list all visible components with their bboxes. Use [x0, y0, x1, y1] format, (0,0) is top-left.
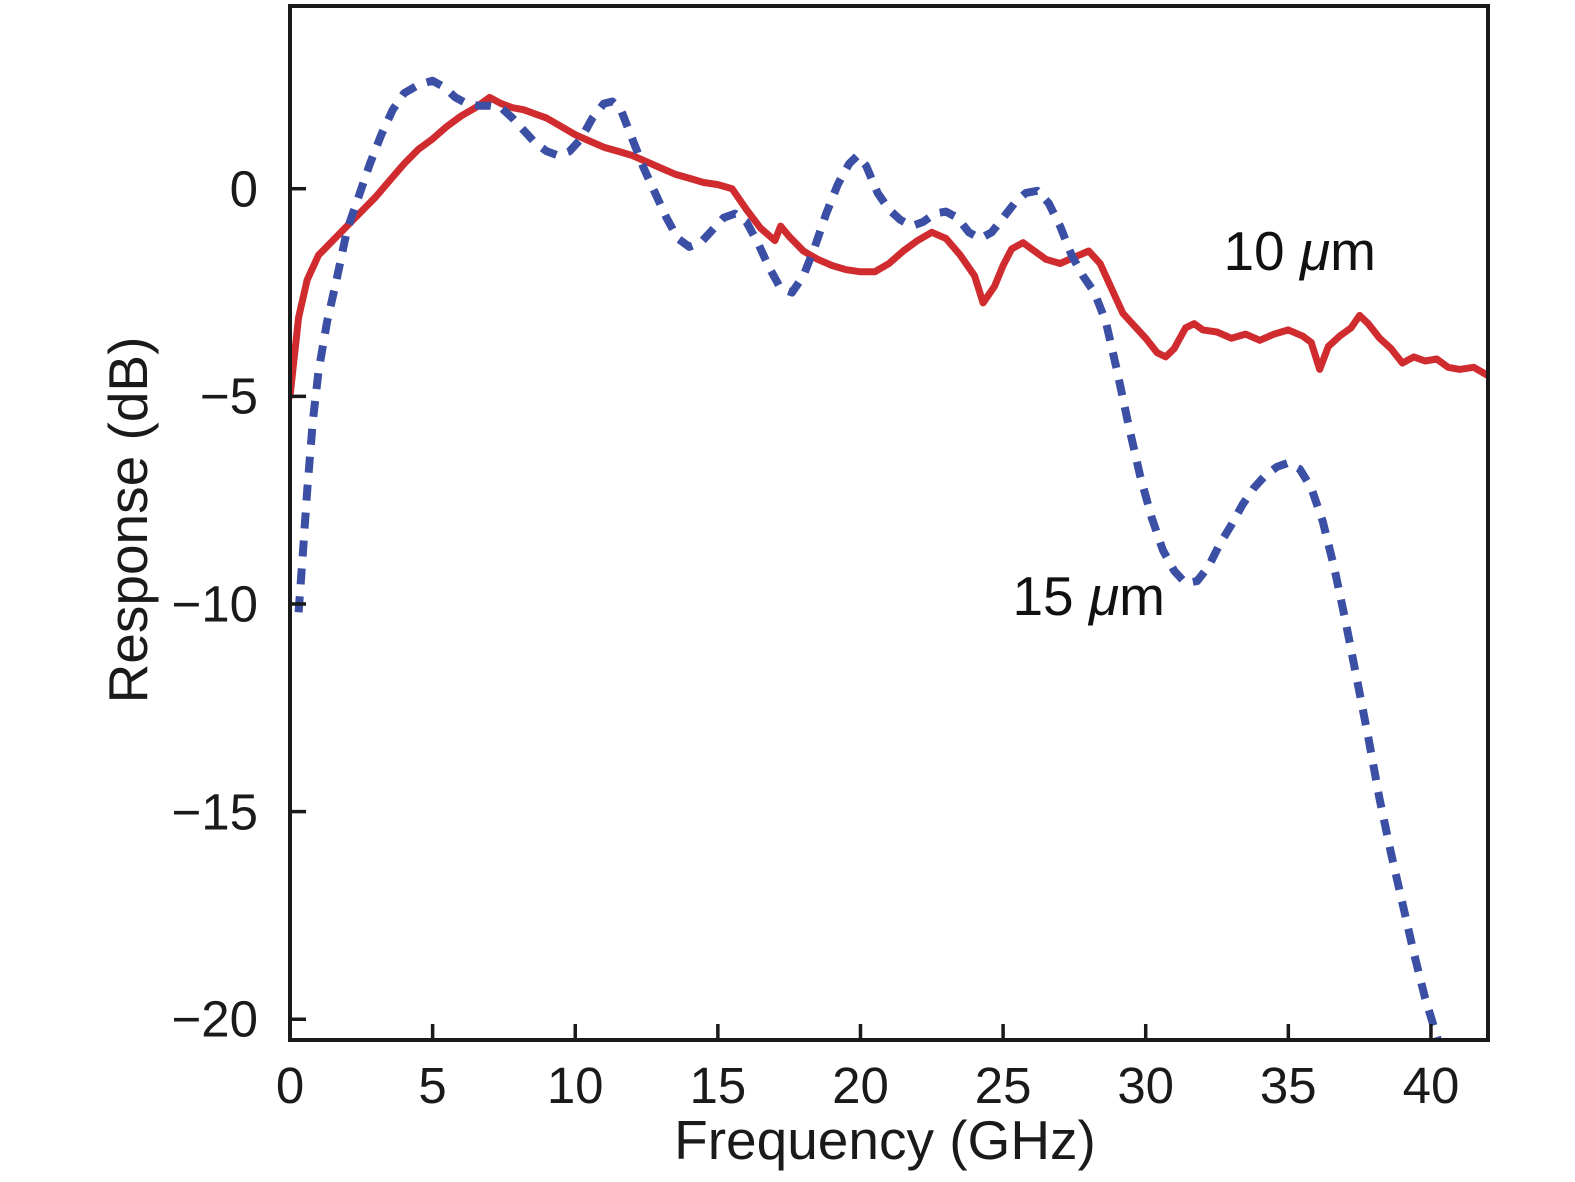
y-axis-title: Response (dB) [97, 336, 159, 704]
x-tick-label: 40 [1402, 1057, 1460, 1114]
series-label: 10 μm [1223, 220, 1376, 282]
x-tick-label: 25 [974, 1057, 1032, 1114]
x-tick-label: 15 [689, 1057, 747, 1114]
x-tick-label: 10 [546, 1057, 604, 1114]
y-tick-label: −5 [199, 367, 258, 425]
y-tick-label: −10 [171, 575, 258, 633]
plot-frame [288, 4, 1490, 1042]
x-axis-title: Frequency (GHz) [674, 1109, 1096, 1171]
x-tick-label: 20 [832, 1057, 889, 1114]
series-label: 15 μm [1012, 564, 1165, 627]
series-line-0 [290, 93, 1488, 400]
x-tick-label: 30 [1117, 1057, 1175, 1114]
y-tick-label: −20 [171, 990, 258, 1048]
x-tick-label: 5 [418, 1057, 447, 1114]
x-tick-label: 0 [275, 1057, 305, 1114]
y-tick-label: 0 [229, 160, 258, 218]
x-tick-label: 35 [1259, 1057, 1317, 1114]
y-tick-label: −15 [171, 783, 258, 841]
